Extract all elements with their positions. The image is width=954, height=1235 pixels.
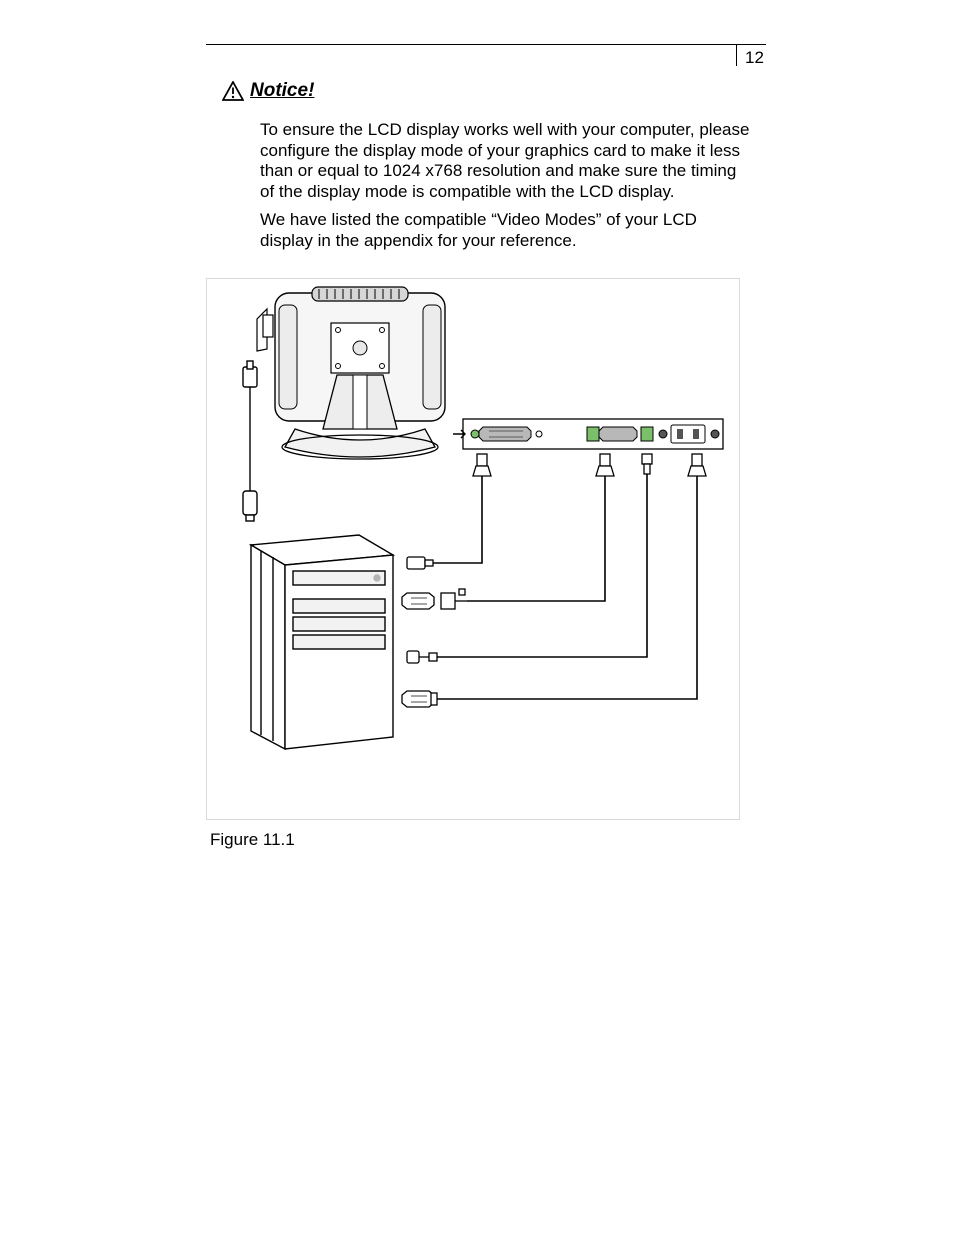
pc-connectors [402, 557, 467, 707]
pc-tower [251, 535, 393, 749]
figure-box [206, 278, 740, 820]
page: 12 Notice! To ensure the LCD display wor… [0, 0, 954, 1235]
monitor-back [257, 287, 445, 459]
notice-label: Notice! [250, 80, 314, 102]
connection-diagram [207, 279, 739, 819]
cables [433, 474, 697, 699]
connector-panel [453, 419, 723, 449]
header-rule-horizontal [206, 44, 766, 45]
warning-triangle-icon [222, 81, 244, 101]
panel-plugs [473, 454, 706, 476]
paragraph-2: We have listed the compatible “Video Mod… [260, 210, 750, 251]
page-number: 12 [745, 48, 764, 68]
header-rule-vertical [736, 44, 737, 66]
paragraph-1: To ensure the LCD display works well wit… [260, 120, 750, 203]
usb-cable [243, 361, 257, 521]
notice-heading: Notice! [222, 80, 314, 102]
figure-caption: Figure 11.1 [210, 830, 295, 850]
